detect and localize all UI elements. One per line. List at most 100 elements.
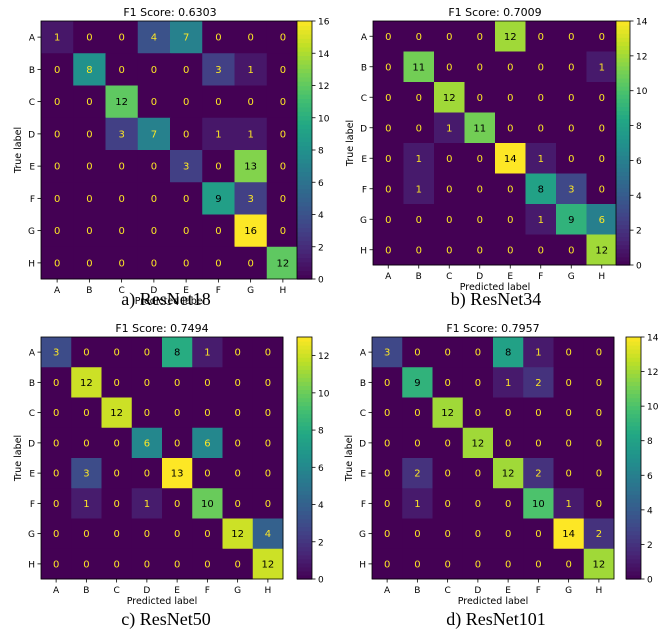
- cell-value-label: 1: [204, 348, 210, 359]
- cell-C-C: [105, 85, 139, 119]
- cell-E-F: [523, 458, 554, 489]
- cell-value-label: 0: [568, 62, 574, 73]
- cell-value-label: 0: [565, 559, 571, 570]
- cell-value-label: 0: [113, 438, 119, 449]
- cell-value-label: 11: [473, 123, 486, 134]
- cell-value-label: 0: [144, 469, 150, 480]
- cell-value-label: 3: [53, 348, 59, 359]
- cell-value-label: 0: [118, 226, 124, 237]
- cell-value-label: 13: [244, 162, 257, 173]
- cell-value-label: 0: [444, 529, 450, 540]
- cell-value-label: 0: [118, 258, 124, 269]
- y-axis-label: True label: [345, 120, 356, 167]
- cell-value-label: 3: [183, 162, 189, 173]
- x-tick-label: C: [113, 586, 119, 596]
- cell-B-F: [192, 367, 223, 398]
- cell-value-label: 12: [504, 32, 517, 43]
- cell-value-label: 0: [144, 348, 150, 359]
- cell-value-label: 0: [477, 245, 483, 256]
- cell-value-label: 0: [599, 93, 605, 104]
- cell-value-label: 0: [599, 123, 605, 134]
- cell-value-label: 0: [385, 184, 391, 195]
- cell-value-label: 0: [113, 348, 119, 359]
- cell-value-label: 0: [414, 529, 420, 540]
- cell-value-label: 0: [54, 226, 60, 237]
- cell-value-label: 0: [538, 245, 544, 256]
- cell-A-A: [372, 337, 403, 368]
- cell-E-E: [495, 143, 526, 174]
- y-tick-label: B: [361, 63, 367, 73]
- cell-value-label: 0: [599, 154, 605, 165]
- cell-E-E: [493, 458, 524, 489]
- y-tick-label: B: [29, 379, 35, 389]
- cell-C-E: [495, 82, 526, 113]
- x-tick-label: D: [474, 586, 481, 596]
- cell-C-C: [101, 397, 133, 429]
- cell-value-label: 0: [53, 469, 59, 480]
- cell-value-label: 0: [565, 438, 571, 449]
- cell-value-label: 0: [565, 469, 571, 480]
- colorbar-tick-label: 4: [647, 506, 653, 516]
- x-tick-label: F: [538, 272, 543, 282]
- cell-E-D: [462, 458, 494, 489]
- cell-value-label: 3: [247, 194, 253, 205]
- cell-C-E: [162, 397, 193, 429]
- cell-C-H: [266, 85, 300, 119]
- cell-value-label: 1: [414, 499, 420, 510]
- cell-F-H: [583, 488, 615, 519]
- cell-value-label: 0: [507, 215, 513, 226]
- y-tick-label: C: [29, 98, 35, 108]
- cell-value-label: 0: [53, 408, 59, 419]
- y-tick-label: H: [359, 560, 366, 570]
- cell-value-label: 1: [505, 378, 511, 389]
- cell-value-label: 0: [183, 97, 189, 108]
- cell-B-A: [41, 367, 72, 398]
- cell-A-D: [131, 337, 163, 368]
- cell-G-C: [105, 214, 139, 248]
- cell-value-label: 0: [507, 245, 513, 256]
- cell-value-label: 0: [477, 62, 483, 73]
- cell-B-E: [495, 51, 526, 83]
- cell-value-label: 0: [416, 123, 422, 134]
- colorbar-tick-label: 4: [318, 501, 324, 511]
- y-tick-label: H: [360, 246, 367, 256]
- cell-value-label: 1: [599, 62, 605, 73]
- cell-value-label: 0: [565, 348, 571, 359]
- cell-value-label: 0: [384, 499, 390, 510]
- colorbar-tick-label: 4: [318, 211, 324, 221]
- cell-H-C: [432, 548, 464, 580]
- cell-value-label: 9: [568, 215, 574, 226]
- cell-G-G: [222, 518, 254, 550]
- cell-B-G: [553, 367, 585, 398]
- cell-value-label: 0: [234, 559, 240, 570]
- colorbar-tick-label: 8: [318, 147, 324, 157]
- cell-value-label: 12: [472, 438, 485, 449]
- cell-E-C: [434, 143, 465, 174]
- cell-value-label: 0: [86, 33, 92, 44]
- cell-value-label: 12: [502, 469, 515, 480]
- cell-value-label: 0: [414, 559, 420, 570]
- cell-D-A: [41, 427, 72, 459]
- cell-value-label: 0: [384, 559, 390, 570]
- cell-G-H: [583, 518, 615, 550]
- x-axis-label: Predicted label: [135, 296, 206, 307]
- cell-value-label: 0: [113, 529, 119, 540]
- cell-H-A: [41, 246, 74, 280]
- cell-E-C: [105, 150, 139, 183]
- cell-E-C: [101, 458, 133, 489]
- colorbar-tick-label: 12: [318, 82, 329, 92]
- cell-value-label: 0: [113, 559, 119, 570]
- cell-C-B: [402, 397, 433, 429]
- cell-value-label: 8: [538, 184, 544, 195]
- cell-value-label: 0: [535, 438, 541, 449]
- cell-value-label: 0: [385, 93, 391, 104]
- cell-value-label: 0: [174, 378, 180, 389]
- y-tick-label: E: [361, 155, 367, 165]
- cell-F-C: [101, 488, 133, 519]
- cell-F-F: [192, 488, 223, 519]
- cell-C-A: [41, 397, 72, 429]
- cell-value-label: 0: [475, 348, 481, 359]
- x-tick-label: G: [568, 272, 575, 282]
- cell-value-label: 0: [444, 469, 450, 480]
- cell-A-B: [73, 21, 106, 54]
